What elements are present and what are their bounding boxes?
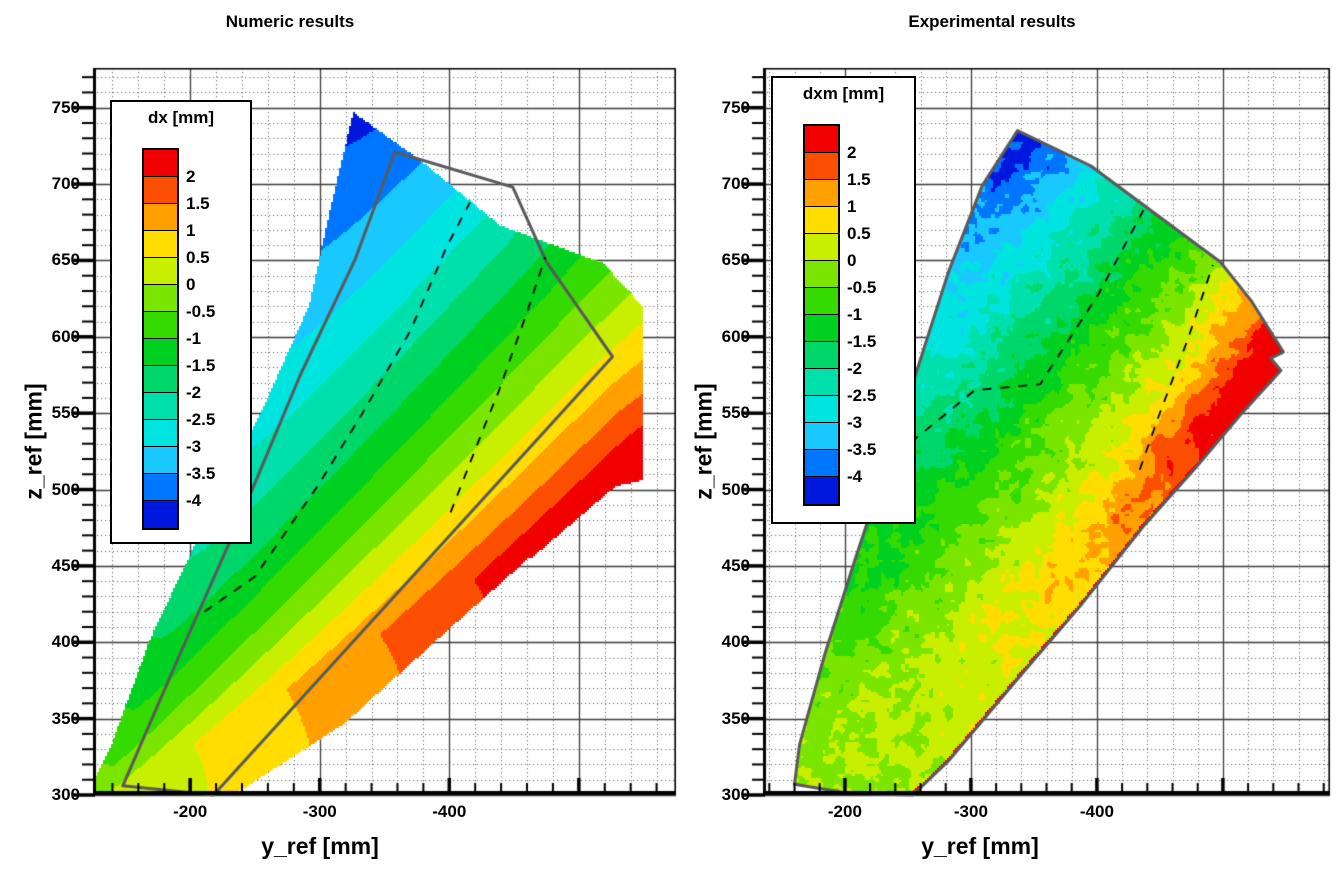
legend-level-label: -0.5 xyxy=(186,302,216,321)
legend-title-experimental: dxm [mm] xyxy=(802,84,885,103)
legend-level-label: 2 xyxy=(847,143,857,162)
legend-color-bar xyxy=(803,124,840,506)
legend-level-label: 1.5 xyxy=(847,170,871,189)
legend-color-swatch xyxy=(144,177,177,204)
legend-level-label: 1.5 xyxy=(186,194,210,213)
legend-level-label: -1.5 xyxy=(847,332,877,351)
legend-level-label: 2 xyxy=(186,167,196,186)
legend-color-swatch xyxy=(144,339,177,366)
y-tick-label: 450 xyxy=(51,555,80,575)
y-tick-label: 500 xyxy=(721,479,750,499)
plot-title-experimental: Experimental results xyxy=(908,12,1076,31)
legend-color-swatch xyxy=(805,342,838,369)
legend-color-swatch xyxy=(144,447,177,474)
y-tick-label: 700 xyxy=(51,174,80,194)
legend-color-swatch xyxy=(144,420,177,447)
legend-level-label: 1 xyxy=(186,221,196,240)
y-tick-label: 750 xyxy=(51,97,80,117)
y-axis-title-experimental: z_ref [mm] xyxy=(690,383,717,500)
x-axis-title-numeric: y_ref [mm] xyxy=(261,833,379,859)
y-axis-title-numeric: z_ref [mm] xyxy=(20,383,47,500)
legend-color-swatch xyxy=(144,204,177,231)
legend-level-label: -2 xyxy=(847,359,863,378)
x-tick-label: -300 xyxy=(302,802,337,821)
legend-color-swatch xyxy=(805,450,838,477)
legend-color-swatch xyxy=(805,180,838,207)
legend-level-label: -4 xyxy=(847,467,863,486)
y-tick-label: 550 xyxy=(51,403,80,423)
y-tick-label: 650 xyxy=(721,250,750,270)
x-axis-title-experimental: y_ref [mm] xyxy=(921,833,1039,859)
legend-level-label: 0.5 xyxy=(847,224,871,243)
legend-color-swatch xyxy=(805,207,838,234)
legend-experimental: dxm [mm] 2 1.5 1 0.5 0 -0.5 -1 -1.5 -2 -2.5 -3 -3.5… xyxy=(771,76,916,524)
x-tick-label: -400 xyxy=(432,802,467,821)
legend-level-label: -3 xyxy=(186,437,202,456)
y-tick-label: 400 xyxy=(51,632,80,652)
legend-color-swatch xyxy=(805,315,838,342)
legend-level-label: -1 xyxy=(186,329,202,348)
y-tick-label: 700 xyxy=(721,174,750,194)
legend-level-label: -2.5 xyxy=(186,410,216,429)
legend-level-label: -4 xyxy=(186,491,202,510)
plot-title-numeric: Numeric results xyxy=(225,12,355,31)
legend-color-swatch xyxy=(144,285,177,312)
legend-numeric: dx [mm] 2 1.5 1 0.5 0 -0.5 -1 -1.5 -2 -2.5 -3 -3.5 -… xyxy=(110,100,252,544)
legend-level-label: 0.5 xyxy=(186,248,210,267)
y-tick-label: 300 xyxy=(51,785,80,804)
y-tick-label: 600 xyxy=(721,326,750,346)
x-tick-label: -200 xyxy=(827,802,862,821)
y-tick-label: 550 xyxy=(721,403,750,423)
y-tick-label: 400 xyxy=(721,632,750,652)
legend-level-label: -1.5 xyxy=(186,356,216,375)
legend-level-label: -3.5 xyxy=(847,440,877,459)
legend-color-swatch xyxy=(805,288,838,315)
x-tick-label: -200 xyxy=(173,802,208,821)
x-tick-label: -300 xyxy=(953,802,988,821)
x-tick-label: -400 xyxy=(1079,802,1114,821)
y-tick-label: 500 xyxy=(51,479,80,499)
y-tick-label: 600 xyxy=(51,326,80,346)
legend-color-swatch xyxy=(144,258,177,285)
legend-color-swatch xyxy=(805,477,838,504)
legend-color-swatch xyxy=(144,393,177,420)
legend-color-swatch xyxy=(805,423,838,450)
legend-color-swatch xyxy=(805,153,838,180)
y-tick-label: 750 xyxy=(721,97,750,117)
legend-color-swatch xyxy=(144,366,177,393)
y-tick-label: 450 xyxy=(721,555,750,575)
legend-level-label: -2 xyxy=(186,383,202,402)
legend-color-swatch xyxy=(144,312,177,339)
legend-level-label: 0 xyxy=(186,275,196,294)
legend-color-swatch xyxy=(805,369,838,396)
legend-level-label: 0 xyxy=(847,251,857,270)
legend-color-bar xyxy=(142,148,179,530)
legend-title-numeric: dx [mm] xyxy=(147,108,215,127)
legend-color-swatch xyxy=(144,474,177,501)
legend-color-swatch xyxy=(805,126,838,153)
legend-color-swatch xyxy=(805,234,838,261)
legend-level-label: -0.5 xyxy=(847,278,877,297)
legend-level-label: -3.5 xyxy=(186,464,216,483)
y-tick-label: 300 xyxy=(721,785,750,804)
legend-level-label: -2.5 xyxy=(847,386,877,405)
legend-color-swatch xyxy=(144,150,177,177)
legend-color-swatch xyxy=(805,261,838,288)
legend-level-label: -3 xyxy=(847,413,863,432)
legend-color-swatch xyxy=(144,231,177,258)
legend-level-label: 1 xyxy=(847,197,857,216)
y-tick-label: 350 xyxy=(51,708,80,728)
legend-color-swatch xyxy=(805,396,838,423)
legend-color-swatch xyxy=(144,501,177,528)
y-tick-label: 350 xyxy=(721,708,750,728)
legend-level-label: -1 xyxy=(847,305,863,324)
y-tick-label: 650 xyxy=(51,250,80,270)
